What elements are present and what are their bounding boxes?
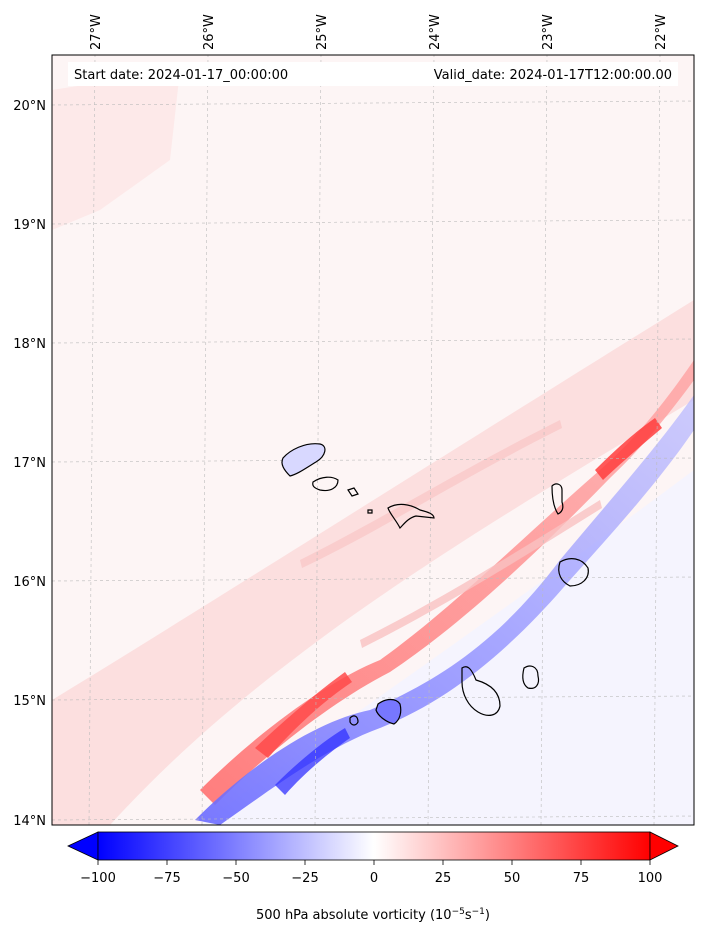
header-box	[68, 62, 678, 86]
island-santa-luzia	[347, 487, 359, 497]
latitude-tick-label: 14°N	[13, 814, 46, 829]
parallel-gridline	[52, 338, 694, 344]
colorbar-ticks: −100 −75 −50 −25 0 25 50 75 100	[80, 860, 662, 886]
vorticity-field	[52, 55, 694, 825]
longitude-tick-label: 26°W	[202, 14, 217, 50]
latitude-tick-label: 18°N	[13, 337, 46, 352]
island-sao-vicente	[312, 476, 339, 492]
parallel-gridline	[52, 815, 694, 821]
field-band-diffuse	[52, 300, 694, 825]
meridian-gridline	[540, 55, 548, 825]
valid-date-label: Valid_date: 2024-01-17T12:00:00.00	[434, 68, 672, 83]
colorbar-max-extension	[649, 831, 679, 861]
island-santo-antao	[281, 443, 326, 477]
island-raso	[367, 509, 373, 514]
red-streak-lower-left	[255, 672, 352, 758]
colorbar-tick-label: 50	[504, 871, 521, 886]
island-maio	[522, 665, 540, 689]
colorbar-tick-label: −25	[291, 871, 318, 886]
island-brava	[349, 715, 359, 726]
colorbar-tick-label: 25	[435, 871, 452, 886]
latitude-tick-label: 16°N	[13, 575, 46, 590]
colorbar-gradient	[97, 831, 651, 861]
colorbar-label: 500 hPa absolute vorticity (10−5s−1)	[256, 907, 490, 923]
colorbar-tick-label: 100	[638, 871, 663, 886]
meridian-gridline	[88, 55, 96, 825]
island-santiago	[461, 666, 501, 716]
colorbar-tick-label: −100	[80, 871, 116, 886]
island-sal	[551, 483, 564, 515]
longitude-tick-label: 27°W	[89, 14, 104, 50]
field-patch-upper-left	[52, 70, 180, 230]
colorbar-tick-label: 75	[573, 871, 590, 886]
longitude-tick-label: 23°W	[541, 14, 556, 50]
parallel-gridline	[52, 219, 694, 225]
colorbar-tick-label: 0	[370, 871, 378, 886]
longitude-tick-label: 25°W	[315, 14, 330, 50]
latitude-tick-label: 19°N	[13, 218, 46, 233]
red-streak-faint-1	[300, 420, 562, 568]
colorbar: −100 −75 −50 −25 0 25 50 75 100 500 hPa absolute…	[67, 831, 679, 923]
parallel-gridline	[52, 457, 694, 463]
colorbar-min-extension	[67, 831, 99, 861]
colorbar-tick-label: −50	[222, 871, 249, 886]
red-streak-faint-2	[360, 500, 602, 648]
blue-vorticity-trough	[195, 395, 694, 825]
island-boa-vista	[558, 558, 589, 587]
island-sao-nicolau	[387, 503, 435, 530]
longitude-tick-label: 22°W	[654, 14, 669, 50]
island-fogo	[375, 698, 402, 725]
start-date-label: Start date: 2024-01-17_00:00:00	[74, 68, 288, 83]
red-streak-upper-right	[595, 418, 662, 480]
latitude-tick-label: 15°N	[13, 694, 46, 709]
longitude-labels: 27°W 26°W 25°W 24°W 23°W 22°W	[89, 14, 669, 50]
meridian-gridline	[427, 55, 435, 825]
gridlines	[52, 55, 694, 825]
colorbar-tick-label: −75	[153, 871, 180, 886]
blue-streak-lower-left	[275, 728, 350, 795]
island-coastlines	[281, 443, 589, 726]
longitude-tick-label: 24°W	[428, 14, 443, 50]
latitude-tick-label: 17°N	[13, 456, 46, 471]
parallel-gridline	[52, 695, 694, 701]
meridian-gridline	[201, 55, 209, 825]
latitude-labels: 20°N 19°N 18°N 17°N 16°N 15°N 14°N	[13, 99, 46, 829]
map-frame	[51, 54, 695, 826]
latitude-tick-label: 20°N	[13, 99, 46, 114]
meridian-gridline	[653, 55, 661, 825]
meridian-gridline	[314, 55, 322, 825]
parallel-gridline	[52, 100, 694, 106]
field-blue-sector	[200, 470, 694, 825]
